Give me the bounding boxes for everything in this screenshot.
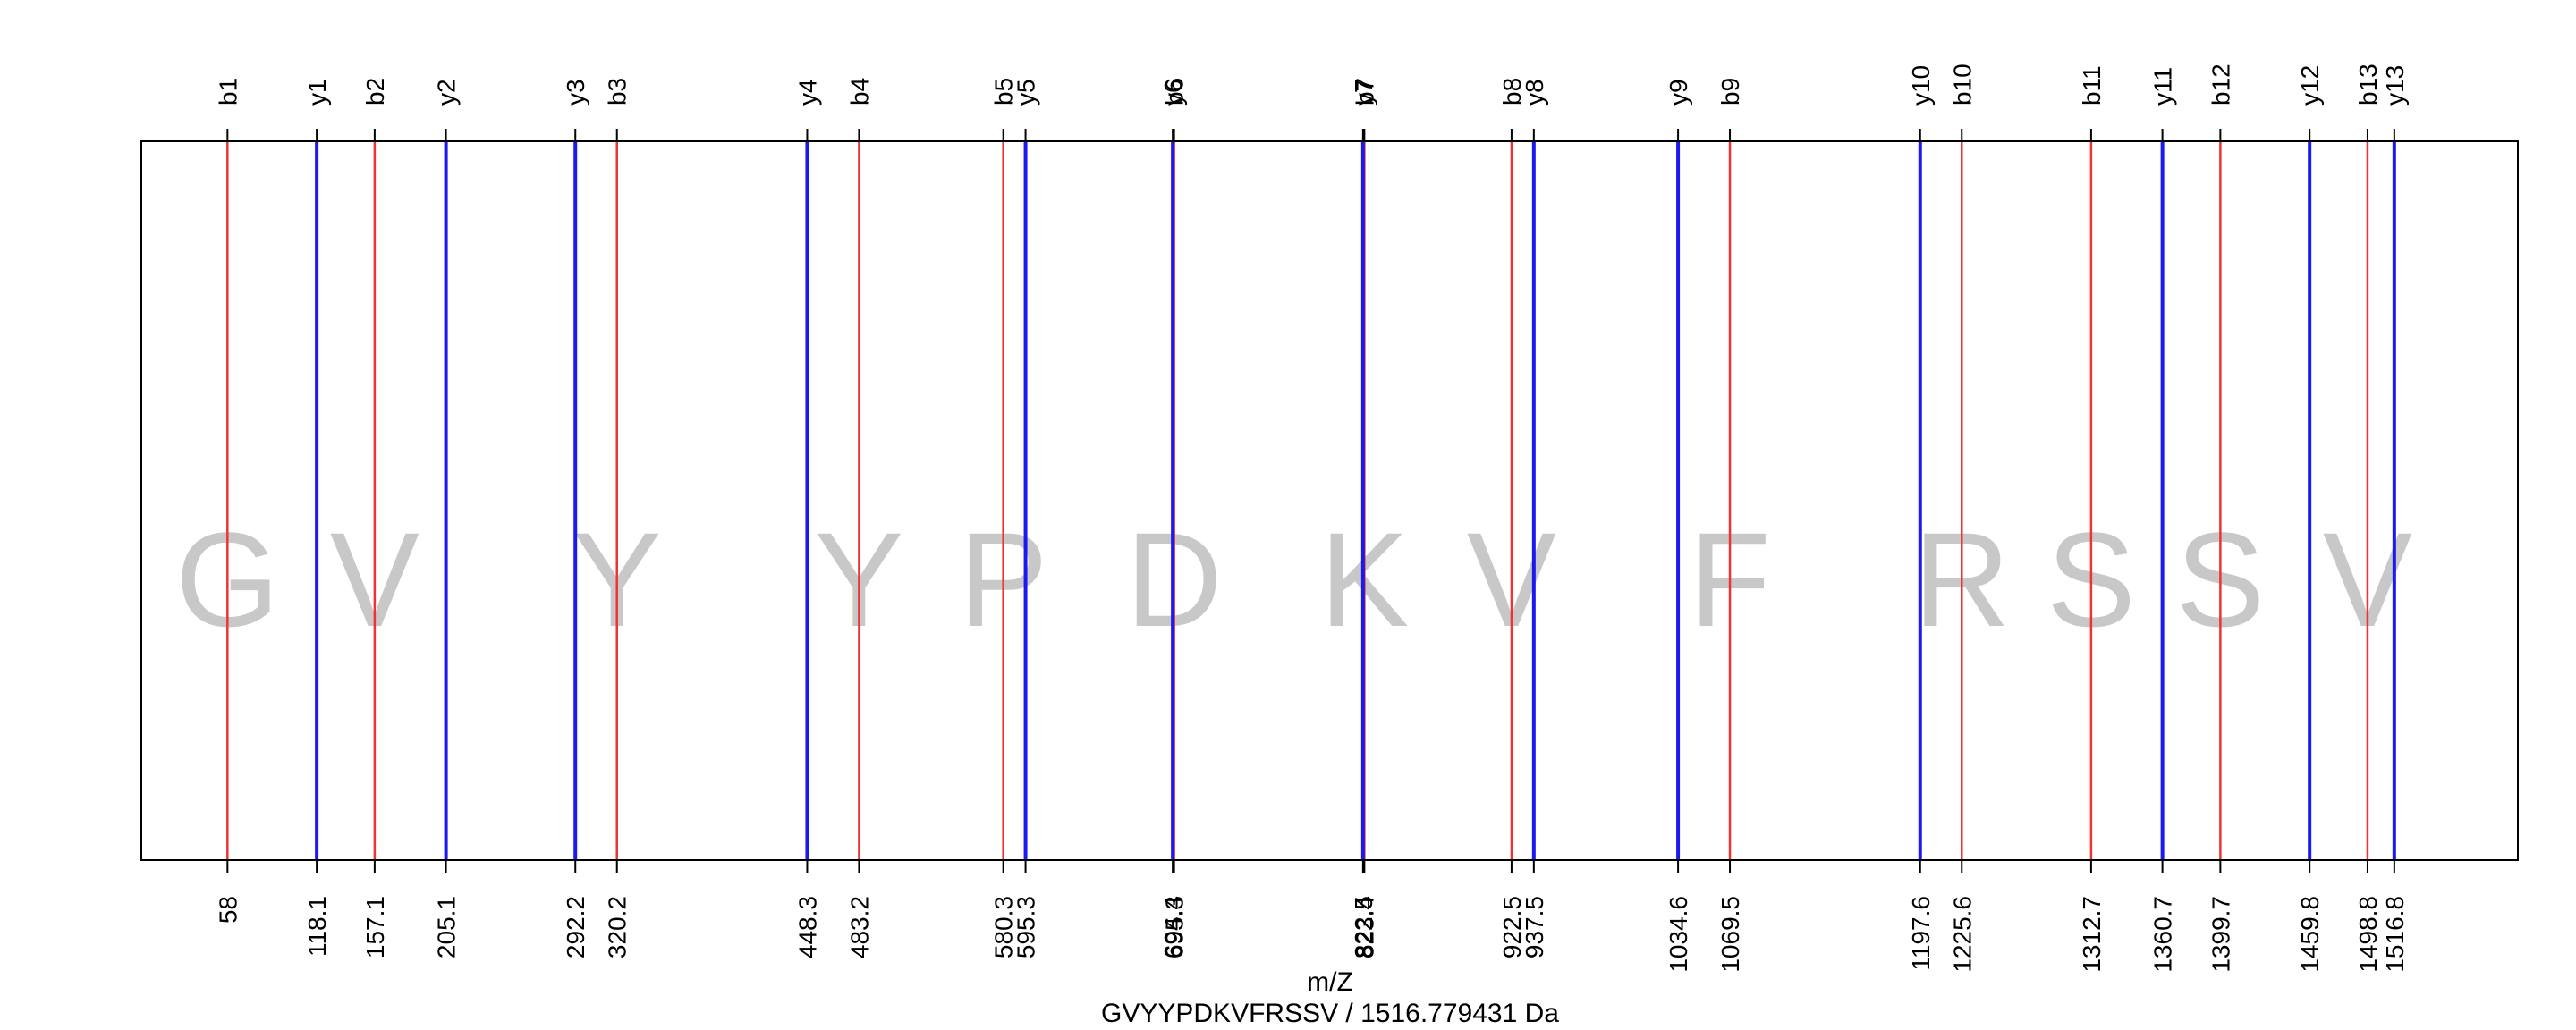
ion-label: b11 [2078, 65, 2106, 106]
mz-tick-label: 1516.8 [2381, 896, 2409, 973]
mz-tick-label: 292.2 [562, 896, 589, 958]
plot-frame [140, 140, 2519, 861]
ion-label: b12 [2207, 63, 2234, 106]
mz-tick-label: 205.1 [433, 896, 461, 958]
ion-label: b3 [604, 78, 631, 106]
ion-label: b10 [1948, 63, 1976, 106]
peptide-subtitle: GVYYPDKVFRSSV / 1516.779431 Da [1101, 999, 1559, 1028]
mz-tick-label: 922.5 [1498, 896, 1526, 958]
ion-label: y8 [1521, 79, 1548, 106]
mz-tick-label: 157.1 [361, 896, 389, 958]
ion-label: b9 [1716, 78, 1744, 106]
mz-tick-label: 937.5 [1521, 896, 1548, 958]
ion-label: b7 [1351, 78, 1378, 106]
mz-tick-label: 1498.8 [2354, 896, 2382, 973]
mz-tick-label: 1034.6 [1665, 896, 1692, 973]
mz-tick-label: 118.1 [303, 896, 331, 957]
mz-tick-label: 320.2 [604, 896, 631, 958]
ion-label: b6 [1161, 78, 1189, 106]
axis-ticks [226, 129, 2395, 873]
mz-tick-label: 823.4 [1351, 896, 1378, 958]
ion-label: b8 [1498, 78, 1526, 106]
ion-label: y6 [1159, 79, 1187, 106]
ion-lines [226, 141, 2396, 860]
mz-tick-label: 483.2 [845, 896, 873, 958]
ion-label: y5 [1013, 79, 1040, 106]
ion-label: b4 [845, 78, 873, 106]
ion-label: b1 [214, 78, 242, 106]
x-axis-title: m/Z [1307, 967, 1353, 997]
mz-tick-label: 1197.6 [1907, 896, 1935, 971]
mz-tick-label: 1069.5 [1716, 896, 1744, 973]
mz-tick-label: 58 [214, 896, 242, 924]
ion-label: b5 [990, 78, 1018, 106]
mz-tick-label: 595.3 [1013, 896, 1040, 958]
mz-tick-label: 1312.7 [2078, 896, 2106, 973]
mz-tick-label: 448.3 [793, 896, 821, 958]
mz-tick-label: 694.4 [1159, 896, 1187, 958]
mz-tick-label: 1399.7 [2207, 896, 2234, 973]
ion-label: b2 [361, 78, 389, 106]
mz-tick-label: 1225.6 [1948, 896, 1976, 973]
ion-label: y1 [303, 79, 331, 106]
ion-label: y2 [433, 79, 461, 106]
ion-label: y13 [2381, 65, 2409, 106]
ion-label: b13 [2354, 63, 2382, 106]
ion-label: y11 [2149, 67, 2177, 106]
ion-label: y7 [1350, 79, 1377, 106]
mz-tick-label: 580.3 [990, 896, 1018, 958]
ion-label: y9 [1665, 79, 1692, 106]
mz-tick-label: 1459.8 [2296, 896, 2324, 973]
ion-label: y3 [562, 79, 589, 106]
ion-label: y10 [1907, 65, 1935, 106]
mz-tick-label: 695.3 [1161, 896, 1189, 958]
mz-tick-label: 822.5 [1350, 896, 1377, 958]
ion-label: y12 [2296, 65, 2324, 106]
mz-tick-labels: 58 157.1 320.2 483.2 580.3 695.3 823.4 922.5 106… [214, 896, 2409, 973]
mz-tick-label: 1360.7 [2149, 896, 2177, 973]
ion-labels: b1 b2 b3 b4 b5 b6 b7 b8 b9 b10 b11 b12 b13 y1 y2 y3 y4 y5… [214, 63, 2409, 106]
ion-label: y4 [793, 79, 821, 106]
